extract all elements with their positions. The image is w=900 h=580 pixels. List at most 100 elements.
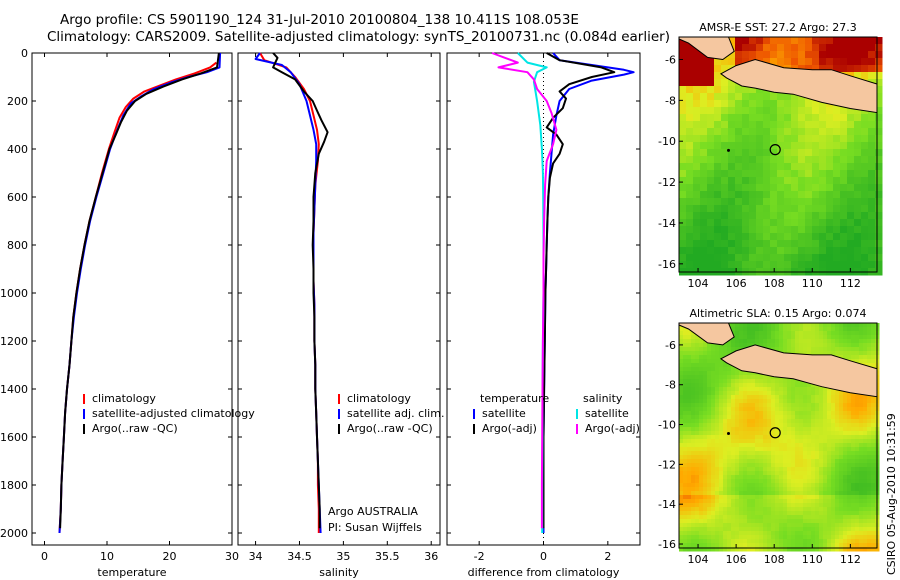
sst-cell	[742, 254, 750, 262]
sla-cell	[795, 499, 800, 504]
sla-cell	[795, 343, 800, 348]
sla-cell	[699, 387, 704, 392]
sla-cell	[795, 415, 800, 420]
sla-cell	[731, 435, 736, 440]
sla-cell	[831, 419, 836, 424]
sla-cell	[831, 511, 836, 516]
sla-cell	[743, 511, 748, 516]
sla-cell	[811, 351, 816, 356]
sst-cell	[784, 128, 792, 136]
sla-cell	[867, 515, 872, 520]
sst-cell	[700, 107, 708, 115]
sst-cell	[805, 177, 813, 185]
sla-cell	[759, 447, 764, 452]
sla-cell	[743, 455, 748, 460]
sla-cell	[767, 531, 772, 536]
sla-cell	[843, 427, 848, 432]
sla-cell	[835, 547, 840, 552]
sla-cell	[711, 359, 716, 364]
temperature-xtick-label: 20	[163, 550, 177, 563]
sla-cell	[815, 463, 820, 468]
sst-cell	[847, 65, 855, 73]
sst-lat-tick-label: -16	[658, 258, 676, 271]
temperature-xtick-label: 30	[225, 550, 239, 563]
sst-sumatra-landmass	[678, 36, 735, 61]
sst-cell	[812, 107, 820, 115]
sla-cell	[703, 415, 708, 420]
sla-cell	[819, 343, 824, 348]
sla-cell	[731, 507, 736, 512]
sla-cell	[759, 327, 764, 332]
sla-cell	[691, 491, 696, 496]
sla-cell	[763, 539, 768, 544]
sst-cell	[847, 128, 855, 136]
sst-cell	[756, 247, 764, 255]
sst-cell	[707, 149, 715, 157]
sla-cell	[823, 435, 828, 440]
sst-cell	[686, 142, 694, 150]
sla-cell	[715, 511, 720, 516]
sla-cell	[871, 443, 876, 448]
sla-cell	[779, 531, 784, 536]
sst-cell	[770, 135, 778, 143]
temperature-legend-item: climatology	[92, 392, 156, 405]
sla-cell	[739, 475, 744, 480]
sla-cell	[751, 499, 756, 504]
sst-cell	[735, 128, 743, 136]
sla-cell	[803, 399, 808, 404]
sla-cell	[783, 503, 788, 508]
sst-cell	[798, 219, 806, 227]
sst-cell	[875, 142, 883, 150]
sla-cell	[811, 327, 816, 332]
sla-cell	[843, 455, 848, 460]
sla-cell	[803, 411, 808, 416]
sla-cell	[715, 467, 720, 472]
sla-cell	[731, 323, 736, 328]
sla-cell	[803, 427, 808, 432]
sla-cell	[687, 527, 692, 532]
sla-cell	[711, 351, 716, 356]
sla-cell	[735, 327, 740, 332]
sla-cell	[811, 395, 816, 400]
sla-lat-tick-label: -16	[658, 538, 676, 551]
sla-cell	[787, 415, 792, 420]
sla-cell	[827, 519, 832, 524]
sla-cell	[867, 467, 872, 472]
sst-cell	[791, 163, 799, 171]
temperature-series-black	[59, 52, 220, 529]
sla-cell	[823, 443, 828, 448]
sla-cell	[707, 527, 712, 532]
sla-cell	[695, 439, 700, 444]
sla-cell	[811, 547, 816, 552]
sla-cell	[683, 335, 688, 340]
sla-cell	[807, 455, 812, 460]
sla-cell	[715, 443, 720, 448]
sst-cell	[721, 184, 729, 192]
sla-cell	[851, 463, 856, 468]
sla-cell	[779, 479, 784, 484]
sla-cell	[775, 419, 780, 424]
sst-cell	[833, 65, 841, 73]
sla-cell	[807, 499, 812, 504]
sla-cell	[759, 463, 764, 468]
sla-cell	[831, 331, 836, 336]
sst-cell	[686, 135, 694, 143]
sla-cell	[859, 459, 864, 464]
sst-cell	[742, 93, 750, 101]
sst-cell	[700, 254, 708, 262]
sla-cell	[739, 331, 744, 336]
sla-cell	[835, 347, 840, 352]
sla-cell	[795, 407, 800, 412]
sst-cell	[777, 240, 785, 248]
sst-cell	[875, 191, 883, 199]
sst-cell	[777, 170, 785, 178]
sla-cell	[691, 447, 696, 452]
sla-cell	[775, 499, 780, 504]
sla-cell	[683, 471, 688, 476]
sla-cell	[723, 415, 728, 420]
sla-cell	[707, 431, 712, 436]
sla-cell	[859, 403, 864, 408]
sst-cell	[826, 184, 834, 192]
sla-cell	[735, 379, 740, 384]
sst-cell	[784, 58, 792, 66]
